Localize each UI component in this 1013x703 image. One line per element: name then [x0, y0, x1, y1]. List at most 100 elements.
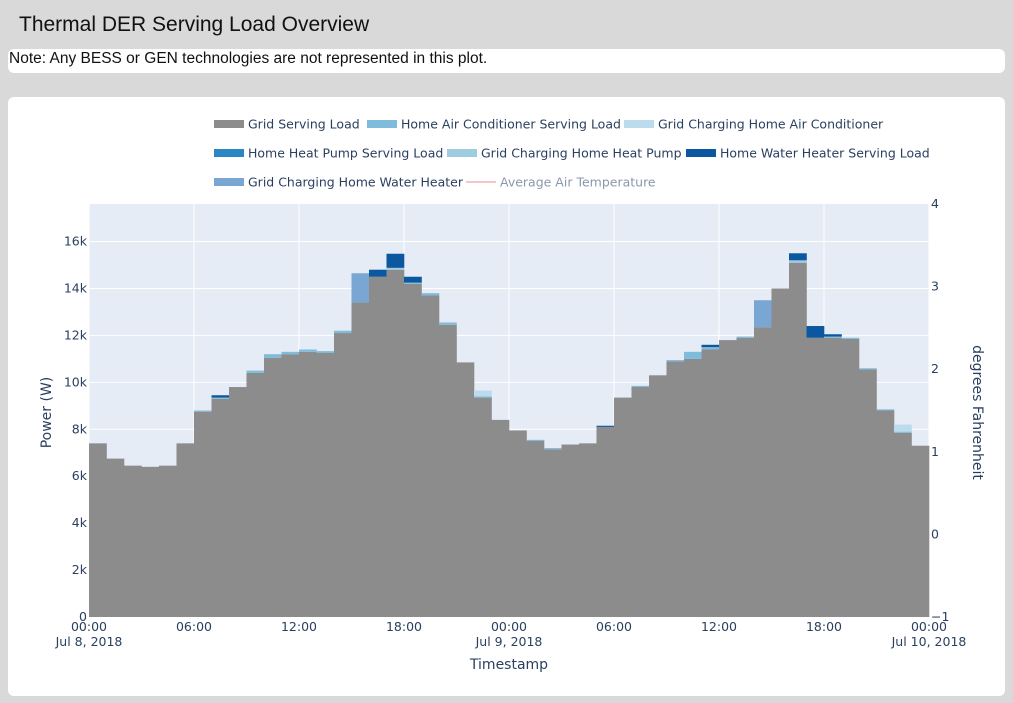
bar-segment: [386, 267, 405, 270]
bar-segment: [369, 269, 387, 277]
legend-item[interactable]: Home Heat Pump Serving Load: [214, 146, 443, 161]
bar-segment: [684, 358, 702, 617]
x-tick-label: 00:00: [491, 619, 527, 634]
bar-segment: [859, 369, 877, 617]
bar-segment: [509, 430, 527, 617]
bar-segment: [334, 333, 352, 617]
legend-swatch: [214, 149, 244, 157]
bar-segment: [614, 397, 632, 617]
bar-segment: [894, 431, 912, 433]
bar-segment: [894, 432, 912, 617]
bar-segment: [246, 372, 265, 617]
y2-tick-label: 1: [931, 444, 939, 459]
legend-label: Grid Serving Load: [248, 117, 360, 132]
legend[interactable]: Grid Serving Load Home Air Conditioner Se…: [214, 117, 930, 190]
bar-segment: [211, 398, 230, 617]
legend-label: Grid Charging Home Heat Pump: [481, 146, 682, 161]
bar-segment: [176, 443, 195, 617]
bar-segment: [824, 337, 842, 617]
bar-segment: [89, 443, 107, 617]
bar-segment: [386, 253, 405, 268]
bar-segment: [649, 375, 667, 617]
bar-segment: [281, 354, 300, 617]
bar-segment: [789, 253, 807, 261]
bar-segment: [474, 397, 492, 617]
bar-segment: [701, 344, 720, 348]
bar-segment: [474, 390, 492, 397]
y-tick-label: 0: [79, 609, 87, 624]
bar-segment: [684, 351, 702, 359]
bar-segment: [351, 273, 370, 303]
legend-label: Home Air Conditioner Serving Load: [401, 117, 621, 132]
legend-label: Grid Charging Home Air Conditioner: [658, 117, 884, 132]
stacked-bars: [89, 253, 930, 617]
bar-segment: [719, 340, 737, 617]
legend-item[interactable]: Home Water Heater Serving Load: [686, 146, 930, 161]
bar-segment: [876, 410, 895, 617]
bar-segment: [701, 347, 720, 350]
y-tick-label: 4k: [72, 515, 88, 530]
bar-segment: [806, 337, 825, 617]
y2-tick-label: 2: [931, 361, 939, 376]
bar-segment: [526, 441, 545, 617]
bar-segment: [806, 326, 825, 338]
legend-item[interactable]: Grid Charging Home Air Conditioner: [624, 117, 884, 132]
bar-segment: [666, 360, 685, 362]
bar-segment: [246, 370, 265, 373]
bar-segment: [316, 351, 335, 354]
legend-label: Home Water Heater Serving Load: [720, 146, 930, 161]
bar-segment: [631, 385, 650, 388]
bar-segment: [141, 466, 160, 617]
x-axis-title: Timestamp: [469, 657, 548, 673]
legend-swatch: [214, 120, 244, 128]
bar-segment: [754, 300, 772, 328]
legend-item[interactable]: Grid Charging Home Heat Pump: [447, 146, 682, 161]
x-tick-date-label: Jul 9, 2018: [475, 634, 543, 649]
y2-tick-label: 0: [931, 526, 939, 541]
legend-item[interactable]: Grid Serving Load: [214, 117, 360, 132]
bar-segment: [316, 353, 335, 617]
y-tick-label: 14k: [64, 280, 88, 295]
bar-segment: [439, 324, 457, 617]
bar-segment: [579, 443, 597, 617]
bar-segment: [526, 439, 545, 442]
bar-segment: [229, 387, 247, 617]
bar-segment: [841, 337, 860, 339]
bar-segment: [264, 357, 282, 617]
y-tick-label: 8k: [72, 421, 88, 436]
bar-segment: [911, 445, 930, 617]
x-tick-label: 06:00: [596, 619, 632, 634]
legend-item[interactable]: Average Air Temperature: [466, 175, 656, 190]
bar-segment: [701, 349, 720, 617]
bar-segment: [456, 362, 475, 617]
legend-item[interactable]: Grid Charging Home Water Heater: [214, 175, 464, 190]
bar-segment: [334, 330, 352, 334]
bar-segment: [736, 336, 755, 338]
legend-item[interactable]: Home Air Conditioner Serving Load: [367, 117, 621, 132]
x-tick-label: 18:00: [386, 619, 422, 634]
y2-axis-title: degrees Fahrenheit: [969, 345, 985, 480]
bar-segment: [544, 449, 562, 617]
x-tick-label: 00:00: [71, 619, 107, 634]
x-tick-label: 12:00: [701, 619, 737, 634]
bar-segment: [439, 322, 457, 325]
legend-swatch: [447, 149, 477, 157]
bar-segment: [124, 465, 142, 617]
legend-label: Average Air Temperature: [500, 175, 656, 190]
y2-tick-label: −1: [931, 609, 949, 624]
bar-segment: [351, 302, 370, 617]
bar-segment: [404, 276, 422, 283]
bar-segment: [596, 425, 615, 427]
bar-segment: [194, 410, 212, 412]
bar-segment: [666, 361, 685, 617]
x-tick-date-label: Jul 8, 2018: [55, 634, 123, 649]
bar-segment: [841, 338, 860, 617]
bar-segment: [281, 351, 300, 355]
legend-swatch: [686, 149, 716, 157]
bar-segment: [754, 327, 772, 617]
bar-segment: [561, 444, 580, 617]
bar-segment: [631, 387, 650, 617]
y2-tick-label: 4: [931, 196, 939, 211]
